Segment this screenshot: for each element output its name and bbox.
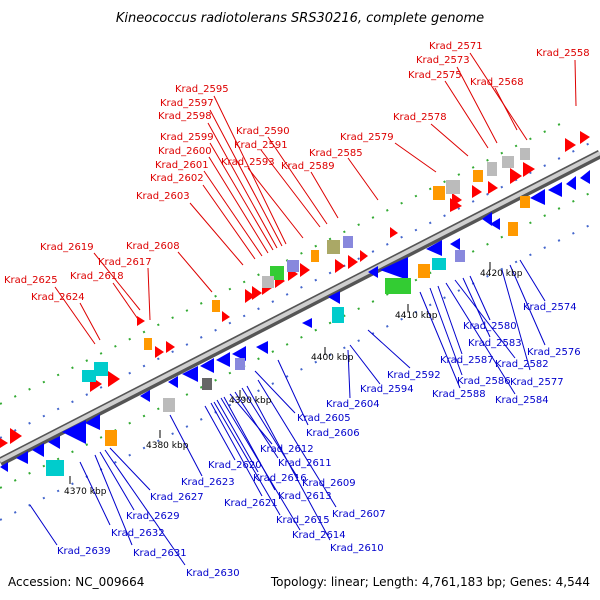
gene-label[interactable]: Krad_2574 <box>523 302 577 313</box>
gene-label[interactable]: Krad_2614 <box>292 530 346 541</box>
gene-label[interactable]: Krad_2571 <box>429 41 483 52</box>
forward-leader-lines <box>54 52 577 345</box>
scale-tick-label: 4400 kbp <box>311 353 354 363</box>
genome-backbone <box>0 149 600 467</box>
gene-label[interactable]: Krad_2631 <box>133 548 187 559</box>
scale-tick-label: 4410 kbp <box>395 311 438 321</box>
gene-label[interactable]: Krad_2583 <box>468 338 522 349</box>
scale-tick-label: 4420 kbp <box>480 269 523 279</box>
gene-label[interactable]: Krad_2594 <box>360 384 414 395</box>
gene-label[interactable]: Krad_2620 <box>208 460 262 471</box>
accession-text: Accession: NC_009664 <box>8 575 144 589</box>
gene-label[interactable]: Krad_2616 <box>253 473 307 484</box>
forward-gene-labels: Krad_2571 Krad_2558 Krad_2573 Krad_2575 … <box>4 41 590 303</box>
gene-label[interactable]: Krad_2576 <box>527 347 581 358</box>
gene-label[interactable]: Krad_2589 <box>281 161 335 172</box>
gene-label[interactable]: Krad_2593 <box>221 157 275 168</box>
gene-label[interactable]: Krad_2590 <box>236 126 290 137</box>
reverse-genes <box>0 170 590 472</box>
gene-label[interactable]: Krad_2613 <box>278 491 332 502</box>
gene-label[interactable]: Krad_2632 <box>111 528 165 539</box>
genome-summary-text: Topology: linear; Length: 4,761,183 bp; … <box>270 575 590 589</box>
gene-label[interactable]: Krad_2599 <box>160 132 214 143</box>
gene-label[interactable]: Krad_2624 <box>31 292 85 303</box>
scale-tick-label: 4390 kbp <box>229 396 272 406</box>
gene-label[interactable]: Krad_2597 <box>160 98 214 109</box>
scale-tick-label: 4370 kbp <box>64 487 107 497</box>
gene-label[interactable]: Krad_2575 <box>408 70 462 81</box>
gene-label[interactable]: Krad_2603 <box>136 191 190 202</box>
reverse-gene-labels: Krad_2574 Krad_2576 Krad_2577 Krad_2580 … <box>57 302 581 579</box>
gene-label[interactable]: Krad_2591 <box>234 140 288 151</box>
gene-label[interactable]: Krad_2607 <box>332 509 386 520</box>
gene-label[interactable]: Krad_2588 <box>432 389 486 400</box>
gene-label[interactable]: Krad_2579 <box>340 132 394 143</box>
gene-label[interactable]: Krad_2580 <box>463 321 517 332</box>
gene-label[interactable]: Krad_2621 <box>224 498 278 509</box>
reverse-leader-lines <box>29 259 546 566</box>
gene-label[interactable]: Krad_2639 <box>57 546 111 557</box>
gene-label[interactable]: Krad_2618 <box>70 271 124 282</box>
gene-label[interactable]: Krad_2610 <box>330 543 384 554</box>
gene-label[interactable]: Krad_2606 <box>306 428 360 439</box>
gene-label[interactable]: Krad_2577 <box>510 377 564 388</box>
gene-label[interactable]: Krad_2602 <box>150 173 204 184</box>
gene-label[interactable]: Krad_2587 <box>440 355 494 366</box>
scale-tick-label: 4380 kbp <box>146 441 189 451</box>
gene-label[interactable]: Krad_2584 <box>495 395 549 406</box>
gene-label[interactable]: Krad_2558 <box>536 48 590 59</box>
gene-label[interactable]: Krad_2630 <box>186 568 240 579</box>
gene-label[interactable]: Krad_2612 <box>260 444 314 455</box>
gene-label[interactable]: Krad_2578 <box>393 112 447 123</box>
ortholog-boxes <box>46 148 530 476</box>
gene-label[interactable]: Krad_2608 <box>126 241 180 252</box>
scale-ticks: 4370 kbp 4380 kbp 4390 kbp 4400 kbp 4410… <box>64 262 523 497</box>
gene-label[interactable]: Krad_2586 <box>457 376 511 387</box>
gene-label[interactable]: Krad_2585 <box>309 148 363 159</box>
gene-label[interactable]: Krad_2582 <box>495 359 549 370</box>
gene-label[interactable]: Krad_2609 <box>302 478 356 489</box>
gene-label[interactable]: Krad_2619 <box>40 242 94 253</box>
gene-label[interactable]: Krad_2605 <box>297 413 351 424</box>
gene-label[interactable]: Krad_2611 <box>278 458 332 469</box>
gene-label[interactable]: Krad_2629 <box>126 511 180 522</box>
gene-label[interactable]: Krad_2601 <box>155 160 209 171</box>
gene-label[interactable]: Krad_2623 <box>181 477 235 488</box>
gene-label[interactable]: Krad_2592 <box>387 370 441 381</box>
gene-label[interactable]: Krad_2595 <box>175 84 229 95</box>
gene-label[interactable]: Krad_2568 <box>470 77 524 88</box>
gene-label[interactable]: Krad_2627 <box>150 492 204 503</box>
gene-label[interactable]: Krad_2573 <box>416 55 470 66</box>
gene-label[interactable]: Krad_2604 <box>326 399 380 410</box>
gene-label[interactable]: Krad_2625 <box>4 275 58 286</box>
map-title: Kineococcus radiotolerans SRS30216, comp… <box>116 11 484 26</box>
gene-label[interactable]: Krad_2615 <box>276 515 330 526</box>
gene-label[interactable]: Krad_2600 <box>158 146 212 157</box>
gene-label[interactable]: Krad_2617 <box>98 257 152 268</box>
gene-label[interactable]: Krad_2598 <box>158 111 212 122</box>
